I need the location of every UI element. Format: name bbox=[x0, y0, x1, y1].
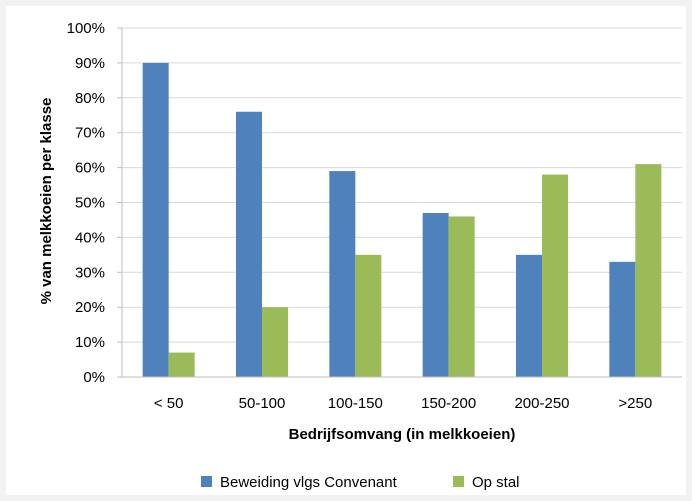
y-tick-label: 60% bbox=[75, 160, 105, 177]
bar-op-stal bbox=[448, 216, 475, 377]
y-tick-label: 100% bbox=[67, 20, 105, 37]
x-axis-ticks: < 50 50-100 100-150 150-200 200-250 >250 bbox=[154, 395, 652, 412]
y-tick-label: 30% bbox=[75, 264, 105, 281]
legend-swatch-beweiding bbox=[201, 476, 212, 487]
y-tick-label: 90% bbox=[75, 55, 105, 72]
bar-beweiding bbox=[609, 261, 636, 377]
bar-op-stal bbox=[168, 352, 195, 377]
y-axis-ticks: 0% 10% 20% 30% 40% 50% 60% 70% 80% 90% 100% bbox=[67, 20, 123, 386]
y-tick-label: 80% bbox=[75, 90, 105, 107]
gridlines bbox=[122, 27, 682, 343]
bars bbox=[142, 62, 662, 378]
legend-label-beweiding: Beweiding vlgs Convenant bbox=[220, 474, 398, 491]
x-tick-label: >250 bbox=[618, 395, 652, 412]
x-tick-label: 50-100 bbox=[239, 395, 286, 412]
bar-op-stal bbox=[542, 174, 568, 377]
legend-label-op-stal: Op stal bbox=[472, 474, 520, 491]
legend: Beweiding vlgs Convenant Op stal bbox=[201, 474, 520, 491]
y-tick-label: 40% bbox=[75, 229, 105, 246]
y-tick-label: 70% bbox=[75, 125, 105, 142]
bar-beweiding bbox=[329, 171, 356, 377]
y-tick-label: 50% bbox=[75, 195, 105, 212]
y-tick-label: 10% bbox=[75, 334, 105, 351]
legend-swatch-op-stal bbox=[453, 476, 464, 487]
x-tick-label: < 50 bbox=[154, 395, 184, 412]
y-axis-title: % van melkkoeien per klasse bbox=[38, 98, 55, 305]
bar-op-stal bbox=[355, 254, 382, 377]
bar-beweiding bbox=[236, 111, 262, 377]
y-tick-label: 0% bbox=[83, 369, 105, 386]
bar-beweiding bbox=[422, 212, 449, 377]
bar-op-stal bbox=[262, 307, 288, 377]
bar-op-stal bbox=[635, 164, 662, 377]
x-axis-title: Bedrijfsomvang (in melkkoeien) bbox=[289, 426, 516, 443]
x-tick-label: 150-200 bbox=[421, 395, 476, 412]
bar-beweiding bbox=[516, 254, 542, 377]
x-tick-label: 100-150 bbox=[328, 395, 383, 412]
bar-beweiding bbox=[142, 62, 169, 378]
x-tick-label: 200-250 bbox=[514, 395, 569, 412]
y-tick-label: 20% bbox=[75, 299, 105, 316]
